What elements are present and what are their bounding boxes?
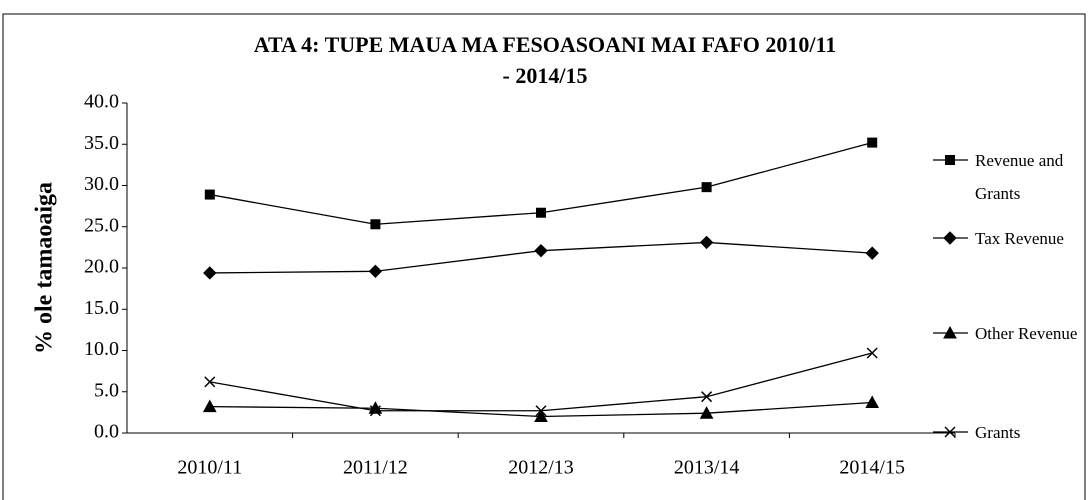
series-line — [209, 352, 873, 412]
marker — [368, 264, 383, 279]
marker — [699, 235, 714, 250]
y-tick-label: 40.0 — [84, 91, 119, 113]
y-tick-label: 0.0 — [94, 421, 119, 443]
marker — [202, 399, 217, 413]
marker — [865, 395, 880, 408]
marker — [944, 426, 956, 438]
y-tick-label: 10.0 — [84, 338, 119, 360]
marker — [204, 376, 216, 388]
x-tick-label: 2010/11 — [177, 457, 242, 479]
marker — [943, 325, 957, 339]
x-tick-label: 2013/14 — [674, 457, 740, 479]
x-tick-label: 2011/12 — [343, 457, 408, 479]
marker — [534, 243, 548, 258]
chart-border — [2, 13, 1086, 500]
legend-label: Revenue and Grants — [975, 151, 1064, 203]
marker — [203, 266, 217, 280]
y-tick-label: 25.0 — [84, 214, 119, 236]
y-axis-label: % ole tamaoaiga — [32, 182, 58, 354]
chart-title: - 2014/15 — [503, 63, 588, 88]
x-tick-label: 2014/15 — [839, 457, 905, 479]
y-tick-label: 35.0 — [84, 132, 119, 154]
legend-label: Tax Revenue — [975, 229, 1064, 248]
marker — [536, 207, 546, 218]
marker — [369, 405, 381, 417]
x-tick-label: 2012/13 — [508, 457, 574, 479]
y-tick-label: 15.0 — [84, 297, 119, 319]
marker — [701, 182, 712, 193]
legend-label: Grants — [975, 423, 1021, 442]
marker — [867, 137, 878, 148]
y-tick-label: 5.0 — [94, 379, 119, 401]
marker — [535, 405, 547, 417]
marker — [865, 246, 879, 260]
marker — [943, 231, 957, 245]
marker — [204, 189, 215, 200]
chart-title: ATA 4: TUPE MAUA MA FESOASOANI MAI FAFO … — [254, 32, 837, 57]
marker — [701, 391, 713, 403]
y-tick-label: 20.0 — [84, 256, 119, 278]
legend-label: Other Revenue — [975, 324, 1078, 343]
marker — [945, 155, 955, 165]
marker — [699, 406, 714, 419]
y-tick-label: 30.0 — [84, 173, 119, 195]
marker — [370, 219, 381, 230]
marker — [866, 347, 878, 359]
marker — [534, 409, 548, 422]
